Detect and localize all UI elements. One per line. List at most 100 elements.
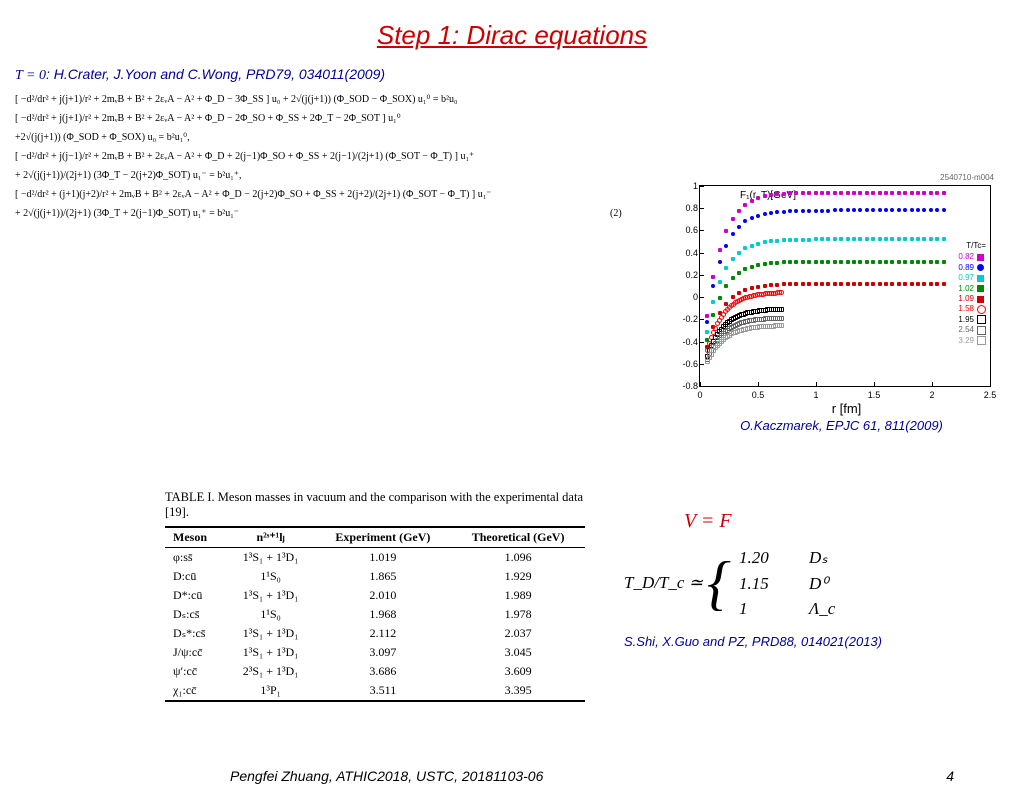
data-point: [820, 282, 824, 286]
data-point: [839, 237, 843, 241]
data-point: [852, 260, 856, 264]
data-point: [890, 208, 894, 212]
equation-line: + 2√(j(j+1))/(2j+1) (3Φ_T + 2(j−1)Φ_SOT)…: [15, 206, 655, 222]
data-point: [858, 208, 862, 212]
data-point: [820, 209, 824, 213]
table-row: D:cū1¹S₀1.8651.929: [165, 567, 585, 586]
equation-line: +2√(j(j+1)) (Φ_SOD + Φ_SOX) u₀ = b²u₁⁰,: [15, 130, 655, 146]
data-point: [731, 295, 735, 299]
chart-legend: T/Tc=0.820.890.971.021.091.581.952.543.2…: [958, 241, 986, 346]
data-point: [794, 282, 798, 286]
table-header: Theoretical (GeV): [451, 527, 585, 548]
table-row: χ₁:cc̄1³P₁3.5113.395: [165, 681, 585, 701]
data-point: [833, 208, 837, 212]
y-tick-label: 0.2: [676, 270, 698, 280]
table-row: Dₛ:cs̄1¹S₀1.9681.978: [165, 605, 585, 624]
data-point: [903, 191, 907, 195]
data-point: [858, 260, 862, 264]
data-point: [942, 208, 946, 212]
data-point: [865, 260, 869, 264]
data-point: [807, 282, 811, 286]
data-point: [724, 266, 728, 270]
data-point: [852, 208, 856, 212]
data-point: [916, 191, 920, 195]
legend-item: 0.89: [958, 263, 986, 273]
data-point: [750, 244, 754, 248]
data-point: [756, 214, 760, 218]
chart-x-axis-title: r [fm]: [699, 401, 994, 416]
data-point: [731, 257, 735, 261]
data-point: [788, 260, 792, 264]
data-point: [750, 265, 754, 269]
data-point: [897, 208, 901, 212]
data-point: [779, 290, 784, 295]
data-point: [884, 237, 888, 241]
data-point: [788, 282, 792, 286]
data-point: [871, 208, 875, 212]
data-point: [916, 282, 920, 286]
chart-reference: O.Kaczmarek, EPJC 61, 811(2009): [689, 418, 994, 433]
data-point: [897, 260, 901, 264]
data-point: [935, 191, 939, 195]
data-point: [833, 260, 837, 264]
data-point: [916, 237, 920, 241]
data-point: [910, 282, 914, 286]
meson-mass-table: Mesonn²ˢ⁺¹lⱼExperiment (GeV)Theoretical …: [165, 526, 585, 702]
legend-item: 2.54: [958, 325, 986, 335]
data-point: [763, 194, 767, 198]
data-point: [801, 282, 805, 286]
data-point: [820, 237, 824, 241]
v-equals-f: V = F: [684, 510, 964, 533]
data-point: [922, 282, 926, 286]
data-point: [705, 359, 710, 364]
data-point: [763, 240, 767, 244]
data-point: [865, 282, 869, 286]
data-point: [750, 216, 754, 220]
data-point: [718, 280, 722, 284]
data-point: [724, 229, 728, 233]
data-point: [852, 191, 856, 195]
case-row: 1Λ_c: [739, 596, 835, 622]
table-row: Dₛ*:cs̄1³S₁ + 1³D₁2.1122.037: [165, 624, 585, 643]
data-point: [807, 191, 811, 195]
data-point: [724, 284, 728, 288]
data-point: [731, 232, 735, 236]
data-point: [775, 261, 779, 265]
data-point: [731, 217, 735, 221]
data-point: [846, 282, 850, 286]
data-point: [782, 238, 786, 242]
footer-page-number: 4: [946, 768, 954, 784]
table-row: φ:ss̄1³S₁ + 1³D₁1.0191.096: [165, 548, 585, 568]
y-tick-label: -0.8: [676, 381, 698, 391]
data-point: [826, 282, 830, 286]
data-point: [884, 208, 888, 212]
data-point: [910, 191, 914, 195]
data-point: [852, 282, 856, 286]
data-point: [756, 285, 760, 289]
data-point: [794, 209, 798, 213]
data-point: [807, 209, 811, 213]
data-point: [711, 284, 715, 288]
data-point: [782, 260, 786, 264]
dirac-equations: [ −d²/dr² + j(j+1)/r² + 2mᵥB + B² + 2εᵥA…: [15, 92, 655, 222]
data-point: [935, 260, 939, 264]
y-tick-label: -0.4: [676, 337, 698, 347]
data-point: [846, 208, 850, 212]
data-point: [922, 208, 926, 212]
data-point: [922, 260, 926, 264]
data-point: [878, 282, 882, 286]
data-point: [929, 191, 933, 195]
formula-region: V = F T_D/T_c ≃ { 1.20Dₛ1.15D⁰1Λ_c S.Shi…: [624, 510, 964, 649]
data-point: [929, 208, 933, 212]
data-point: [801, 238, 805, 242]
chart-id-label: 2540710-m004: [940, 173, 994, 182]
data-point: [724, 244, 728, 248]
data-point: [769, 211, 773, 215]
data-point: [756, 242, 760, 246]
data-point: [820, 191, 824, 195]
data-point: [839, 260, 843, 264]
data-point: [890, 282, 894, 286]
table-header: Meson: [165, 527, 227, 548]
y-tick-label: -0.2: [676, 314, 698, 324]
table-header: n²ˢ⁺¹lⱼ: [227, 527, 315, 548]
